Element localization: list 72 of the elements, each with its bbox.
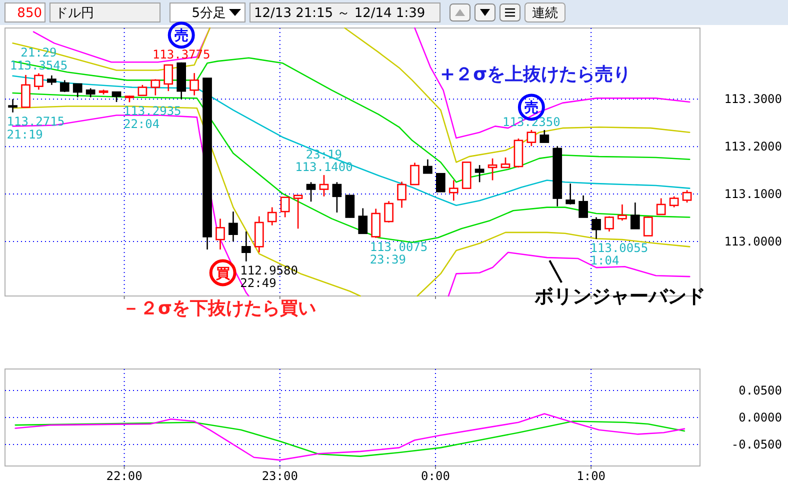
text: 850 — [17, 6, 42, 21]
candlestick — [669, 196, 679, 208]
annotation: 113.0055 1:04 — [590, 240, 648, 268]
candlestick — [397, 181, 406, 208]
candlestick — [643, 216, 653, 236]
text: 連続 — [532, 6, 558, 21]
text: 12/13 21:15 ～ 12/14 1:39 — [254, 6, 426, 21]
y-tick-label: -0.0500 — [731, 437, 782, 452]
annotation: 113.2715 21:19 — [6, 114, 65, 142]
annotation: 買 — [214, 266, 230, 282]
candlestick — [150, 78, 160, 96]
candlestick — [448, 180, 458, 202]
candlestick — [112, 91, 122, 103]
candlestick — [358, 208, 368, 234]
candlestick — [190, 72, 199, 96]
candlestick — [474, 164, 484, 183]
text: －２σを下抜けたら買い — [122, 298, 316, 319]
annotation: ボリンジャーバンド — [534, 286, 706, 308]
candlestick — [618, 204, 627, 222]
annotation: 113.0075 23:39 — [370, 240, 428, 266]
candlestick — [423, 158, 432, 174]
y-tick-label: 113.0000 — [724, 234, 782, 248]
candlestick — [306, 182, 316, 202]
y-tick-label: 113.2000 — [724, 140, 782, 154]
annotation: 売 — [524, 100, 538, 116]
candlestick — [436, 172, 446, 192]
candlestick — [656, 198, 666, 216]
annotation: 売 — [174, 28, 188, 44]
candlestick — [164, 64, 174, 92]
candlestick — [500, 156, 510, 168]
candlestick — [319, 174, 329, 198]
candlestick — [578, 194, 588, 218]
candlestick — [345, 194, 355, 218]
y-tick-label: 0.0500 — [738, 384, 782, 398]
candlestick — [21, 74, 30, 108]
x-tick-label: 1:00 — [576, 469, 606, 483]
x-tick-label: 0:00 — [421, 469, 450, 483]
candlestick — [34, 72, 44, 90]
text: ドル円 — [55, 6, 94, 21]
candlestick — [630, 202, 640, 230]
candlestick — [682, 190, 692, 204]
candlestick — [267, 206, 277, 226]
annotation: +２σを上抜けたら売り — [440, 64, 632, 85]
x-tick-label: 23:00 — [262, 469, 298, 483]
candlestick — [60, 80, 70, 93]
candlestick — [280, 196, 290, 218]
candlestick — [592, 216, 601, 240]
candlestick — [410, 162, 420, 186]
annotation: 112.9580 22:49 — [240, 263, 298, 290]
candlestick — [242, 230, 251, 262]
candlestick — [47, 74, 56, 86]
y-tick-label: 113.3000 — [724, 92, 782, 106]
candlestick — [216, 218, 225, 250]
y-tick-label: 113.1000 — [724, 187, 782, 202]
candlestick — [371, 208, 381, 239]
candlestick — [293, 194, 303, 230]
candlestick — [332, 182, 342, 214]
candlestick — [86, 88, 96, 98]
candlestick — [604, 216, 614, 232]
candlestick — [138, 84, 148, 96]
candlestick — [540, 129, 550, 143]
annotation: 113.2935 22:04 — [123, 104, 182, 131]
candlestick — [8, 98, 18, 114]
x-tick-label: 22:00 — [106, 469, 142, 483]
candlestick — [566, 182, 576, 206]
candlestick — [72, 83, 82, 98]
candlestick — [228, 210, 238, 242]
candlestick — [526, 129, 536, 147]
y-tick-label: 0.0000 — [738, 410, 782, 424]
text: 5分足 — [192, 6, 226, 21]
candlestick — [384, 200, 394, 224]
candlestick — [488, 158, 498, 181]
